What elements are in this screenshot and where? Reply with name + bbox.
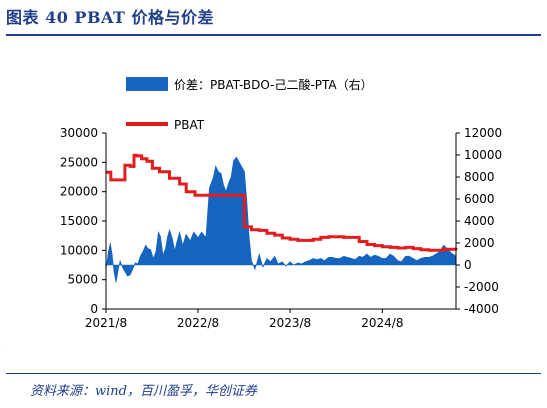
- y-right-tick-label: 12000: [464, 126, 502, 140]
- figure-title: 图表 40 PBAT 价格与价差: [6, 8, 214, 27]
- y-left-tick-label: 15000: [60, 214, 98, 228]
- y-right-tick-label: 0: [464, 258, 472, 272]
- series-area-spread: [105, 156, 457, 283]
- side-mark: ·: [2, 345, 4, 352]
- y-right-tick-label: 4000: [464, 214, 495, 228]
- y-right-tick-label: -4000: [464, 302, 499, 316]
- y-left-tick-label: 30000: [60, 126, 98, 140]
- y-left-tick-label: 20000: [60, 185, 98, 199]
- y-right-tick-label: -2000: [464, 280, 499, 294]
- y-right-tick-label: 2000: [464, 236, 495, 250]
- title-rule: [6, 34, 541, 36]
- x-tick-label: 2023/8: [269, 316, 311, 330]
- legend: 价差：PBAT-BDO-己二酸-PTA（右） PBAT: [126, 77, 373, 132]
- pbat-line-layer: [106, 153, 458, 252]
- x-tick-label: 2022/8: [177, 316, 219, 330]
- y-right-tick-label: 10000: [464, 148, 502, 162]
- y-left-tick-label: 0: [90, 302, 98, 316]
- y-left-tick-label: 5000: [67, 273, 98, 287]
- legend-swatch-spread: [126, 77, 168, 91]
- axes-layer: 050001000015000200002500030000-4000-2000…: [60, 126, 502, 330]
- legend-label-spread: 价差：PBAT-BDO-己二酸-PTA（右）: [174, 77, 373, 92]
- source-note: 资料来源：wind，百川盈孚，华创证券: [30, 384, 257, 399]
- x-tick-label: 2021/8: [85, 316, 127, 330]
- source-rule: [6, 373, 541, 374]
- y-left-tick-label: 10000: [60, 243, 98, 257]
- series-line-pbat: [106, 153, 458, 252]
- spread-area-layer: [105, 156, 457, 283]
- x-tick-label: 2024/8: [361, 316, 403, 330]
- y-right-tick-label: 8000: [464, 170, 495, 184]
- y-left-tick-label: 25000: [60, 155, 98, 169]
- legend-label-pbat: PBAT: [174, 118, 205, 132]
- y-right-tick-label: 6000: [464, 192, 495, 206]
